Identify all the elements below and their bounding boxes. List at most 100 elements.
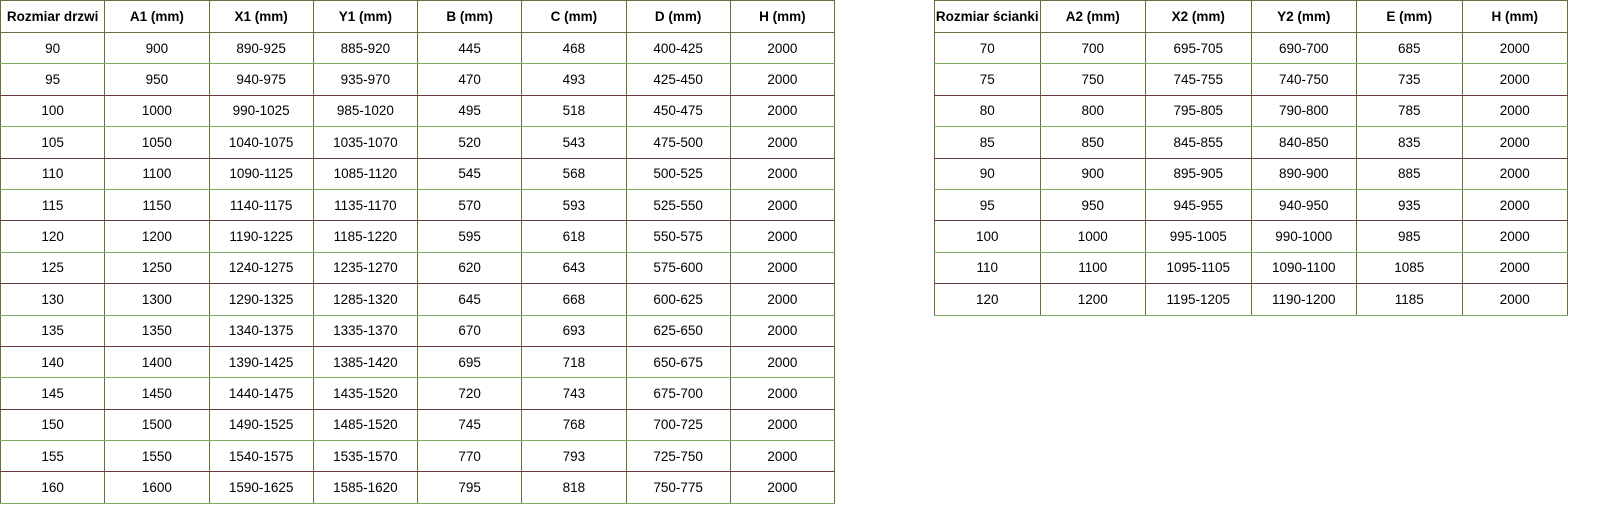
table-row: 110 1100 1090-1125 1085-1120 545 568 500-525 20… (0, 157, 836, 190)
table-cell: 2000 (729, 126, 836, 159)
table-cell: 1095-1105 (1145, 251, 1252, 285)
table-cell: 575-600 (625, 251, 731, 285)
column-header: A2 (mm) (1039, 0, 1146, 33)
table-cell: 995-1005 (1145, 220, 1252, 253)
table-cell: 150 (0, 408, 106, 442)
table-cell: 155 (0, 440, 106, 473)
table-cell: 140 (0, 345, 106, 379)
table-cell: 2000 (1461, 283, 1568, 316)
table-cell: 2000 (729, 408, 836, 442)
table-cell: 520 (416, 126, 523, 159)
table-cell: 850 (1039, 126, 1146, 159)
table-cell: 2000 (1461, 31, 1568, 65)
table-cell: 2000 (729, 283, 836, 316)
column-header: A1 (mm) (104, 0, 210, 33)
table-cell: 800 (1039, 94, 1146, 128)
column-header: D (mm) (625, 0, 731, 33)
table-cell: 650-675 (625, 345, 731, 379)
table-cell: 95 (934, 188, 1041, 222)
table-cell: 1135-1170 (312, 188, 419, 222)
table-cell: 743 (521, 377, 627, 410)
table-cell: 735 (1356, 63, 1463, 96)
table-row: 85 850 845-855 840-850 835 2000 (934, 126, 1568, 159)
table-cell: 450-475 (625, 94, 731, 128)
table-cell: 545 (416, 157, 523, 190)
table-cell: 75 (934, 63, 1041, 96)
table-cell: 890-925 (208, 31, 314, 65)
table-row: 115 1150 1140-1175 1135-1170 570 593 525-550 20… (0, 188, 836, 222)
table-cell: 2000 (1461, 251, 1568, 285)
table-cell: 525-550 (625, 188, 731, 222)
table-row: 105 1050 1040-1075 1035-1070 520 543 475-500 20… (0, 126, 836, 159)
table-cell: 2000 (729, 94, 836, 128)
table-cell: 543 (521, 126, 627, 159)
table-cell: 685 (1356, 31, 1463, 65)
table-cell: 2000 (1461, 63, 1568, 96)
table-row: 95 950 940-975 935-970 470 493 425-450 2000 (0, 63, 836, 96)
table-cell: 110 (934, 251, 1041, 285)
table-cell: 1535-1570 (312, 440, 419, 473)
table-cell: 885 (1356, 157, 1463, 190)
table-cell: 1600 (104, 471, 210, 504)
table-cell: 935 (1356, 188, 1463, 222)
column-header: B (mm) (416, 0, 523, 33)
table-cell: 795 (416, 471, 523, 504)
table-cell: 950 (1039, 188, 1146, 222)
column-header: C (mm) (521, 0, 627, 33)
table-cell: 1350 (104, 314, 210, 347)
table-cell: 793 (521, 440, 627, 473)
table-cell: 495 (416, 94, 523, 128)
table-cell: 518 (521, 94, 627, 128)
table-cell: 750-775 (625, 471, 731, 504)
table-cell: 593 (521, 188, 627, 222)
table-cell: 690-700 (1250, 31, 1357, 65)
table-row: 155 1550 1540-1575 1535-1570 770 793 725-750 20… (0, 440, 836, 473)
table-cell: 1100 (104, 157, 210, 190)
table-cell: 618 (521, 220, 627, 253)
column-header: X1 (mm) (208, 0, 314, 33)
door-size-table: Rozmiar drzwi A1 (mm) X1 (mm) Y1 (mm) B (mm)… (0, 0, 836, 504)
table-cell: 1485-1520 (312, 408, 419, 442)
table-cell: 750 (1039, 63, 1146, 96)
table-cell: 1200 (104, 220, 210, 253)
table-cell: 845-855 (1145, 126, 1252, 159)
table-cell: 1450 (104, 377, 210, 410)
table-cell: 2000 (729, 220, 836, 253)
column-header: Y2 (mm) (1250, 0, 1357, 33)
table-cell: 840-850 (1250, 126, 1357, 159)
table-cell: 1000 (1039, 220, 1146, 253)
table-cell: 950 (104, 63, 210, 96)
table-cell: 445 (416, 31, 523, 65)
table-cell: 695-705 (1145, 31, 1252, 65)
table-row: 80 800 795-805 790-800 785 2000 (934, 94, 1568, 128)
table-cell: 1085-1120 (312, 157, 419, 190)
table-cell: 1400 (104, 345, 210, 379)
table-cell: 1050 (104, 126, 210, 159)
table-cell: 145 (0, 377, 106, 410)
table-cell: 990-1000 (1250, 220, 1357, 253)
table-cell: 1190-1200 (1250, 283, 1357, 316)
table-cell: 625-650 (625, 314, 731, 347)
table-row: 100 1000 995-1005 990-1000 985 2000 (934, 220, 1568, 253)
table-cell: 935-970 (312, 63, 419, 96)
table-row: 125 1250 1240-1275 1235-1270 620 643 575-600 20… (0, 251, 836, 285)
table-cell: 885-920 (312, 31, 419, 65)
table-cell: 670 (416, 314, 523, 347)
table-cell: 1585-1620 (312, 471, 419, 504)
table-cell: 2000 (1461, 220, 1568, 253)
table-cell: 135 (0, 314, 106, 347)
table-cell: 120 (0, 220, 106, 253)
table-cell: 1540-1575 (208, 440, 314, 473)
table-cell: 900 (104, 31, 210, 65)
table-cell: 1590-1625 (208, 471, 314, 504)
table-cell: 940-950 (1250, 188, 1357, 222)
table-cell: 2000 (729, 345, 836, 379)
table-cell: 985 (1356, 220, 1463, 253)
table-row: 100 1000 990-1025 985-1020 495 518 450-475 2000 (0, 94, 836, 128)
table-cell: 100 (934, 220, 1041, 253)
table-cell: 1195-1205 (1145, 283, 1252, 316)
table-cell: 770 (416, 440, 523, 473)
table-cell: 70 (934, 31, 1041, 65)
table-cell: 468 (521, 31, 627, 65)
table-cell: 700-725 (625, 408, 731, 442)
